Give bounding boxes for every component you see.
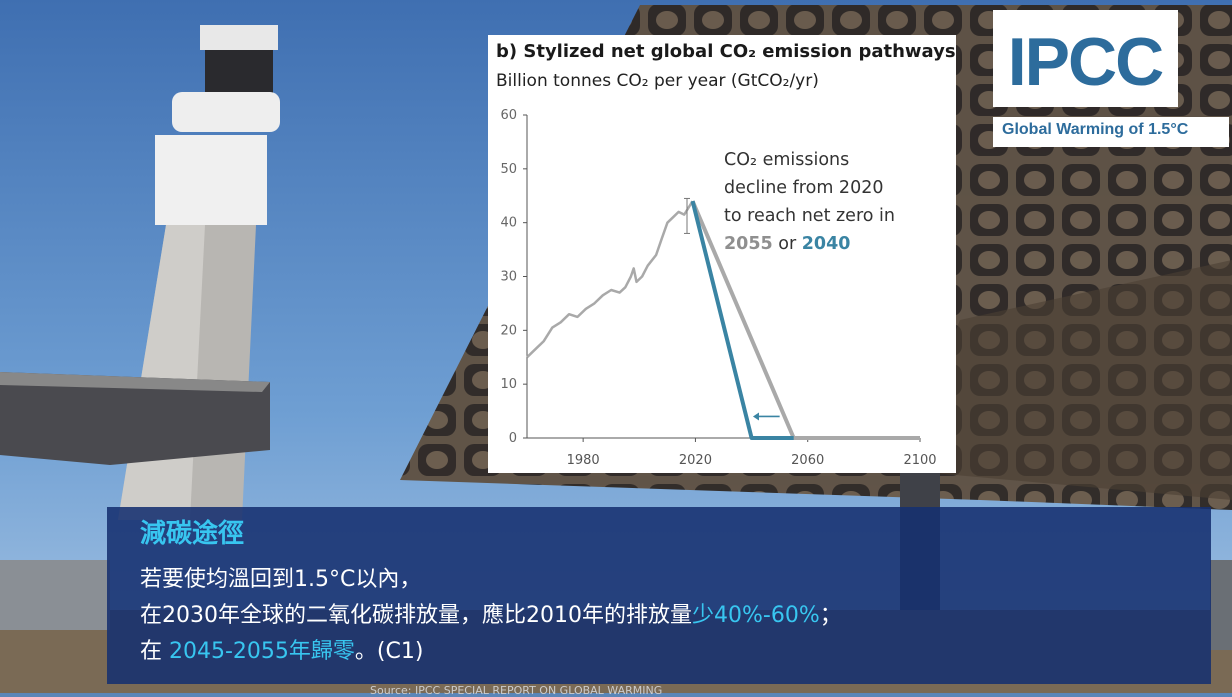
- ipcc-report-text: Global Warming of 1.5°C: [1002, 121, 1189, 138]
- x-tick-label: 2020: [679, 453, 712, 468]
- series-line-3: [690, 200, 794, 440]
- caption-line-2: 在2030年全球的二氧化碳排放量，應比2010年的排放量少40%-60%；: [140, 597, 842, 629]
- chart-annotation: CO₂ emissions decline from 2020 to reach…: [724, 146, 895, 258]
- caption-line-1: 若要使均溫回到1.5°C以內，: [140, 567, 422, 592]
- caption-box: 減碳途徑 若要使均溫回到1.5°C以內， 在2030年全球的二氧化碳排放量，應比…: [107, 507, 1211, 684]
- caption-line-2-end: ；: [819, 603, 842, 628]
- annotation-line-1: CO₂ emissions: [724, 150, 850, 170]
- chart-title: b) Stylized net global CO₂ emission path…: [496, 41, 956, 62]
- caption-heading: 減碳途徑: [140, 519, 245, 549]
- annotation-line-4: 2055 or 2040: [724, 230, 895, 258]
- annotation-year-2055: 2055: [724, 234, 773, 254]
- caption-line-3: 在 2045-2055年歸零。(C1): [140, 633, 423, 665]
- annotation-or: or: [772, 234, 802, 254]
- chart-subtitle: Billion tonnes CO₂ per year (GtCO₂/yr): [496, 71, 819, 91]
- y-tick-label: 50: [500, 162, 517, 177]
- annotation-year-2040: 2040: [801, 234, 851, 254]
- caption-line-3-text: 在: [140, 639, 169, 664]
- x-tick-label: 1980: [567, 453, 600, 468]
- ipcc-logo: IPCC: [993, 10, 1178, 107]
- caption-line-2-text: 在2030年全球的二氧化碳排放量，應比2010年的排放量: [140, 603, 692, 628]
- annotation-line-2: decline from 2020: [724, 178, 884, 198]
- emissions-chart: 0 10 20 30 40 50 60 1980 2020 2060 2100: [500, 108, 936, 468]
- y-tick-label: 20: [500, 323, 517, 338]
- annotation-line-3: to reach net zero in: [724, 206, 895, 226]
- y-tick-label: 40: [500, 216, 517, 231]
- y-tick-label: 60: [500, 108, 517, 123]
- ipcc-logo-mark: IPCC: [1008, 24, 1165, 100]
- series-line-1: [526, 200, 694, 359]
- ipcc-report-label: Global Warming of 1.5°C: [993, 117, 1229, 147]
- ipcc-logo-text: IPCC: [1008, 24, 1163, 100]
- shift-arrow-head: [752, 412, 759, 421]
- chart-panel: 0 10 20 30 40 50 60 1980 2020 2060 2100 b) Stylize…: [488, 35, 956, 473]
- caption-line-3-highlight: 2045-2055年歸零: [169, 639, 355, 664]
- y-tick-label: 0: [509, 431, 517, 446]
- source-credit: Source: IPCC SPECIAL REPORT ON GLOBAL WA…: [370, 684, 663, 697]
- x-tick-label: 2060: [791, 453, 824, 468]
- y-tick-label: 30: [500, 270, 517, 285]
- y-tick-label: 10: [500, 377, 517, 392]
- x-tick-label: 2100: [903, 453, 936, 468]
- caption-line-3-end: 。(C1): [354, 639, 424, 664]
- caption-line-2-highlight: 少40%-60%: [691, 603, 820, 628]
